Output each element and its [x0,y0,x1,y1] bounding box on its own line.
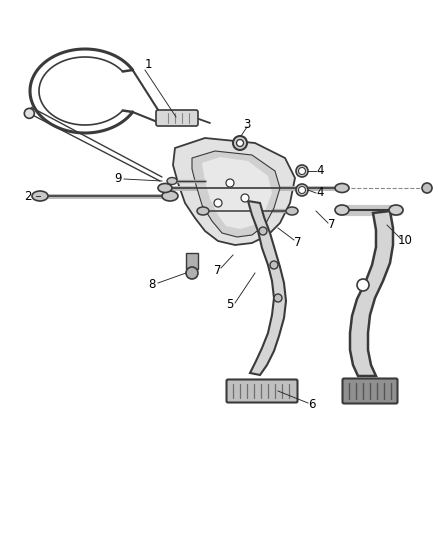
Circle shape [233,136,247,150]
Ellipse shape [335,205,349,215]
Circle shape [237,140,244,147]
Polygon shape [186,253,198,269]
Ellipse shape [286,207,298,215]
Text: 5: 5 [226,298,234,311]
Ellipse shape [197,207,209,215]
Circle shape [299,187,305,193]
Polygon shape [350,211,393,376]
Ellipse shape [158,183,172,192]
FancyBboxPatch shape [226,379,297,402]
Circle shape [422,183,432,193]
Ellipse shape [162,191,178,201]
Text: 3: 3 [244,118,251,132]
Text: 7: 7 [294,237,302,249]
Text: 10: 10 [398,235,413,247]
Circle shape [259,227,267,235]
Text: 4: 4 [316,187,324,199]
Circle shape [186,267,198,279]
Circle shape [226,179,234,187]
Polygon shape [202,157,272,229]
Circle shape [296,165,308,177]
Circle shape [270,261,278,269]
Ellipse shape [335,183,349,192]
Circle shape [274,294,282,302]
Ellipse shape [32,191,48,201]
Polygon shape [192,151,280,237]
Circle shape [357,279,369,291]
Text: 6: 6 [308,399,316,411]
FancyBboxPatch shape [156,110,198,126]
Circle shape [299,167,305,174]
Circle shape [296,184,308,196]
Circle shape [25,108,34,118]
Circle shape [214,199,222,207]
Text: 7: 7 [214,264,222,278]
Polygon shape [248,201,286,375]
Text: 7: 7 [328,219,336,231]
Text: 1: 1 [144,59,152,71]
Polygon shape [173,138,295,245]
Text: 8: 8 [148,279,155,292]
Text: 2: 2 [24,190,32,203]
Ellipse shape [167,177,177,184]
Text: 4: 4 [316,165,324,177]
Ellipse shape [389,205,403,215]
Text: 9: 9 [114,172,122,184]
FancyBboxPatch shape [343,378,398,403]
Circle shape [241,194,249,202]
